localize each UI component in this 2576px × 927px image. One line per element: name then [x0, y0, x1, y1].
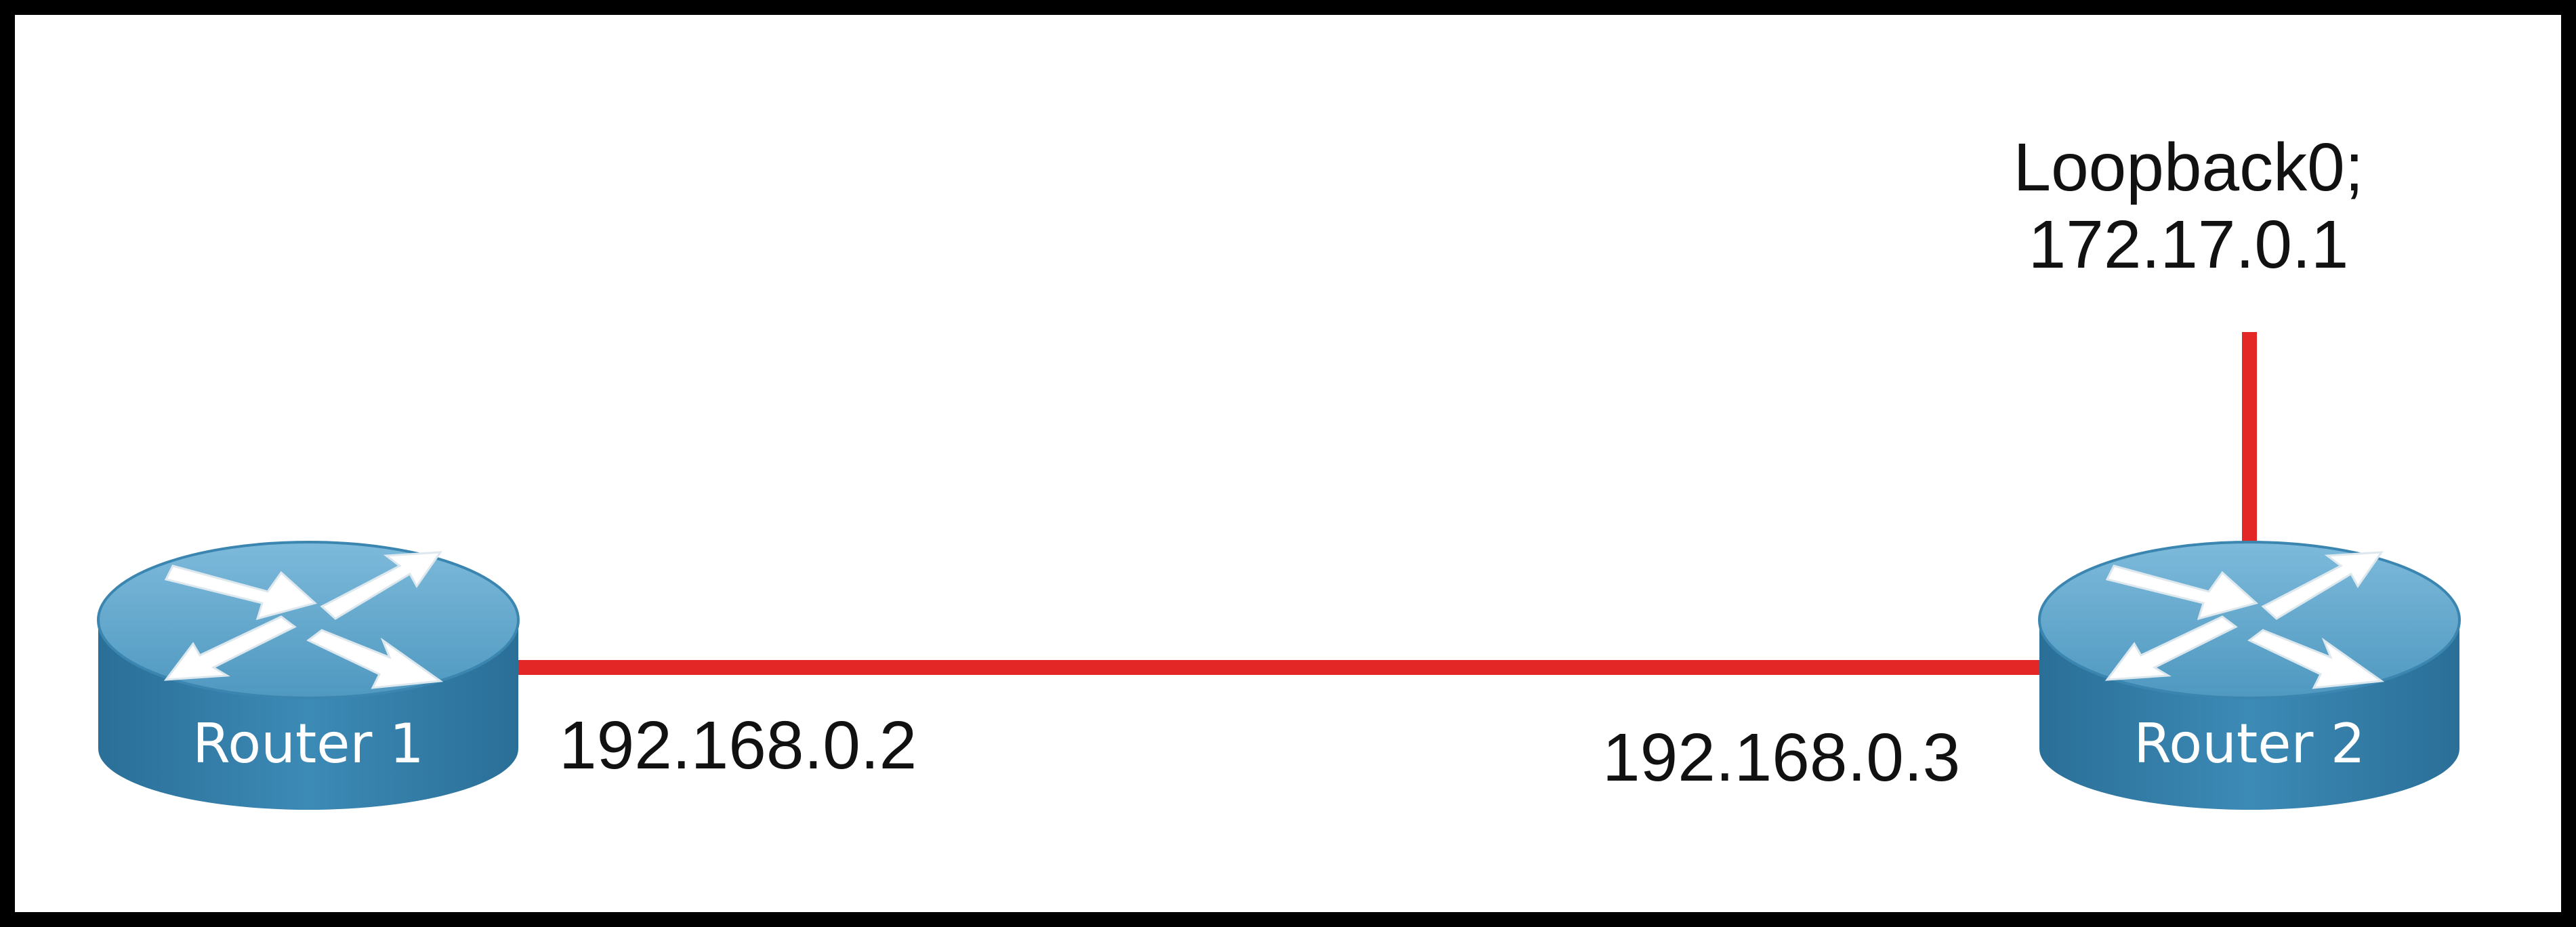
- loopback-label: Loopback0; 172.17.0.1: [2006, 129, 2371, 283]
- router-2-label: Router 2: [2134, 712, 2365, 775]
- router-1-ip-label: 192.168.0.2: [559, 707, 917, 783]
- router-2-ip-label: 192.168.0.3: [1602, 720, 1961, 796]
- router-2-icon: [2038, 541, 2461, 810]
- loopback-name: Loopback0;: [2013, 129, 2364, 205]
- router-1-icon: [97, 541, 520, 810]
- loopback-ip: 172.17.0.1: [2028, 207, 2349, 283]
- router-1-label: Router 1: [192, 712, 424, 775]
